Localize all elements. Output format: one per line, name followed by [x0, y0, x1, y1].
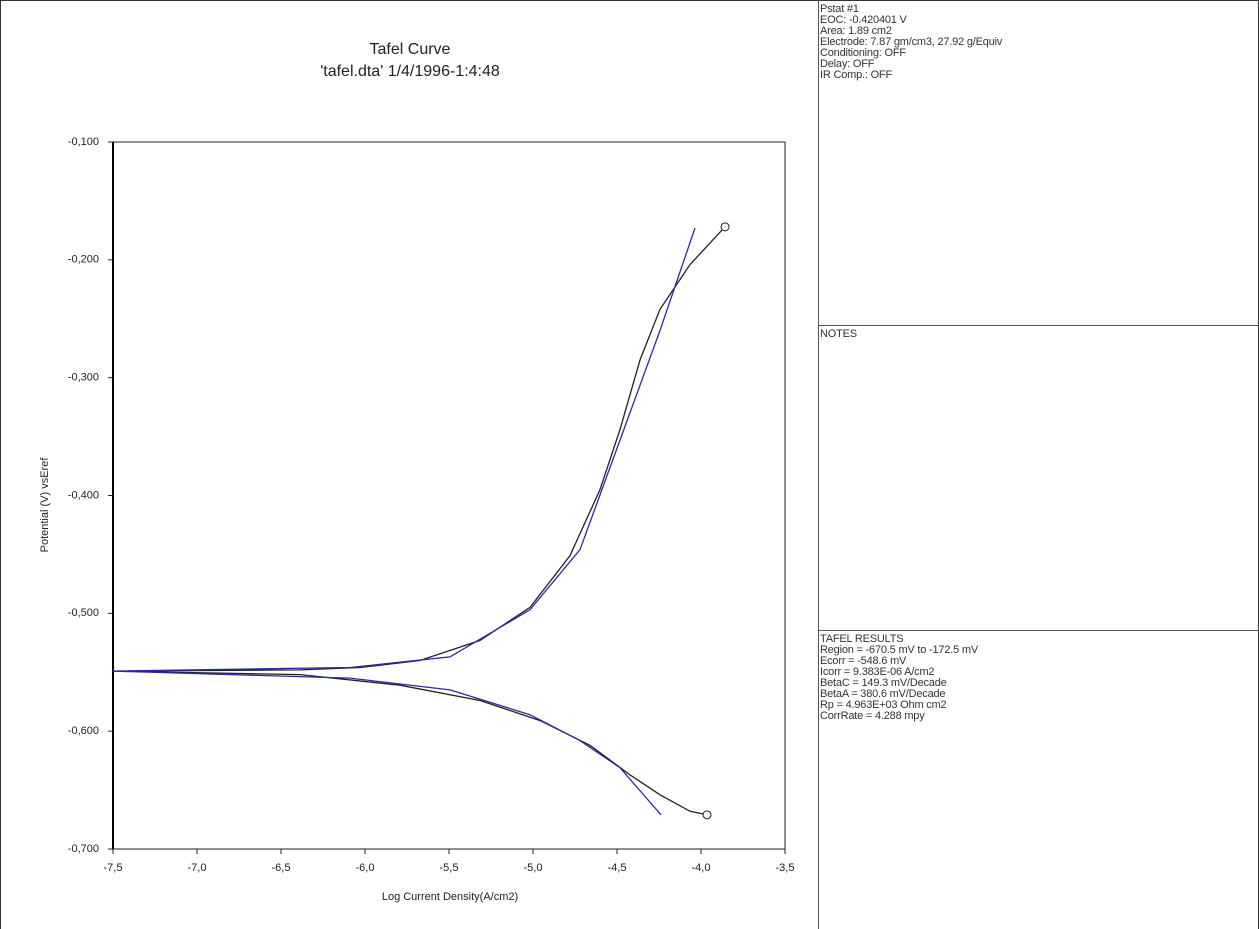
chart: Tafel Curve 'tafel.dta' 1/4/1996-1:4:48 …: [0, 0, 1259, 929]
x-axis-label: Log Current Density(A/cm2): [382, 891, 518, 903]
x-tick-label: -6,5: [272, 862, 291, 874]
x-tick-label: -4,0: [692, 862, 711, 874]
y-tick-label: -0,400: [68, 489, 99, 501]
x-tick-label: -6,0: [356, 862, 375, 874]
panel-line: NOTES: [820, 329, 1257, 340]
series-line: [113, 228, 695, 671]
plot-area: [113, 142, 785, 849]
x-tick-label: -5,0: [524, 862, 543, 874]
x-tick-label: -3,5: [776, 862, 795, 874]
panel-line: IR Comp.: OFF: [820, 70, 1257, 81]
series-line: [113, 671, 707, 815]
y-axis-label: Potential (V) vsEref: [39, 457, 51, 553]
y-tick-label: -0,200: [68, 254, 99, 266]
chart-title: Tafel Curve: [370, 41, 451, 58]
end-marker: [721, 223, 729, 231]
y-tick-label: -0,600: [68, 725, 99, 737]
x-tick-label: -7,5: [104, 862, 123, 874]
y-tick-label: -0,700: [68, 843, 99, 855]
series-line: [113, 671, 661, 815]
info-panel: NOTES: [819, 327, 1257, 340]
panel-line: Conditioning: OFF: [820, 48, 1257, 59]
x-tick-label: -5,5: [440, 862, 459, 874]
chart-subtitle: 'tafel.dta' 1/4/1996-1:4:48: [320, 63, 500, 80]
x-tick-label: -7,0: [188, 862, 207, 874]
end-marker: [703, 811, 711, 819]
panel-line: CorrRate = 4.288 mpy: [820, 711, 1257, 722]
page: {"chart_data": {"type": "line", "title":…: [0, 0, 1259, 929]
series-line: [113, 227, 725, 671]
y-tick-label: -0,300: [68, 372, 99, 384]
x-tick-label: -4,5: [608, 862, 627, 874]
frame: [1, 1, 1259, 929]
y-tick-label: -0,100: [68, 136, 99, 148]
y-tick-label: -0,500: [68, 607, 99, 619]
